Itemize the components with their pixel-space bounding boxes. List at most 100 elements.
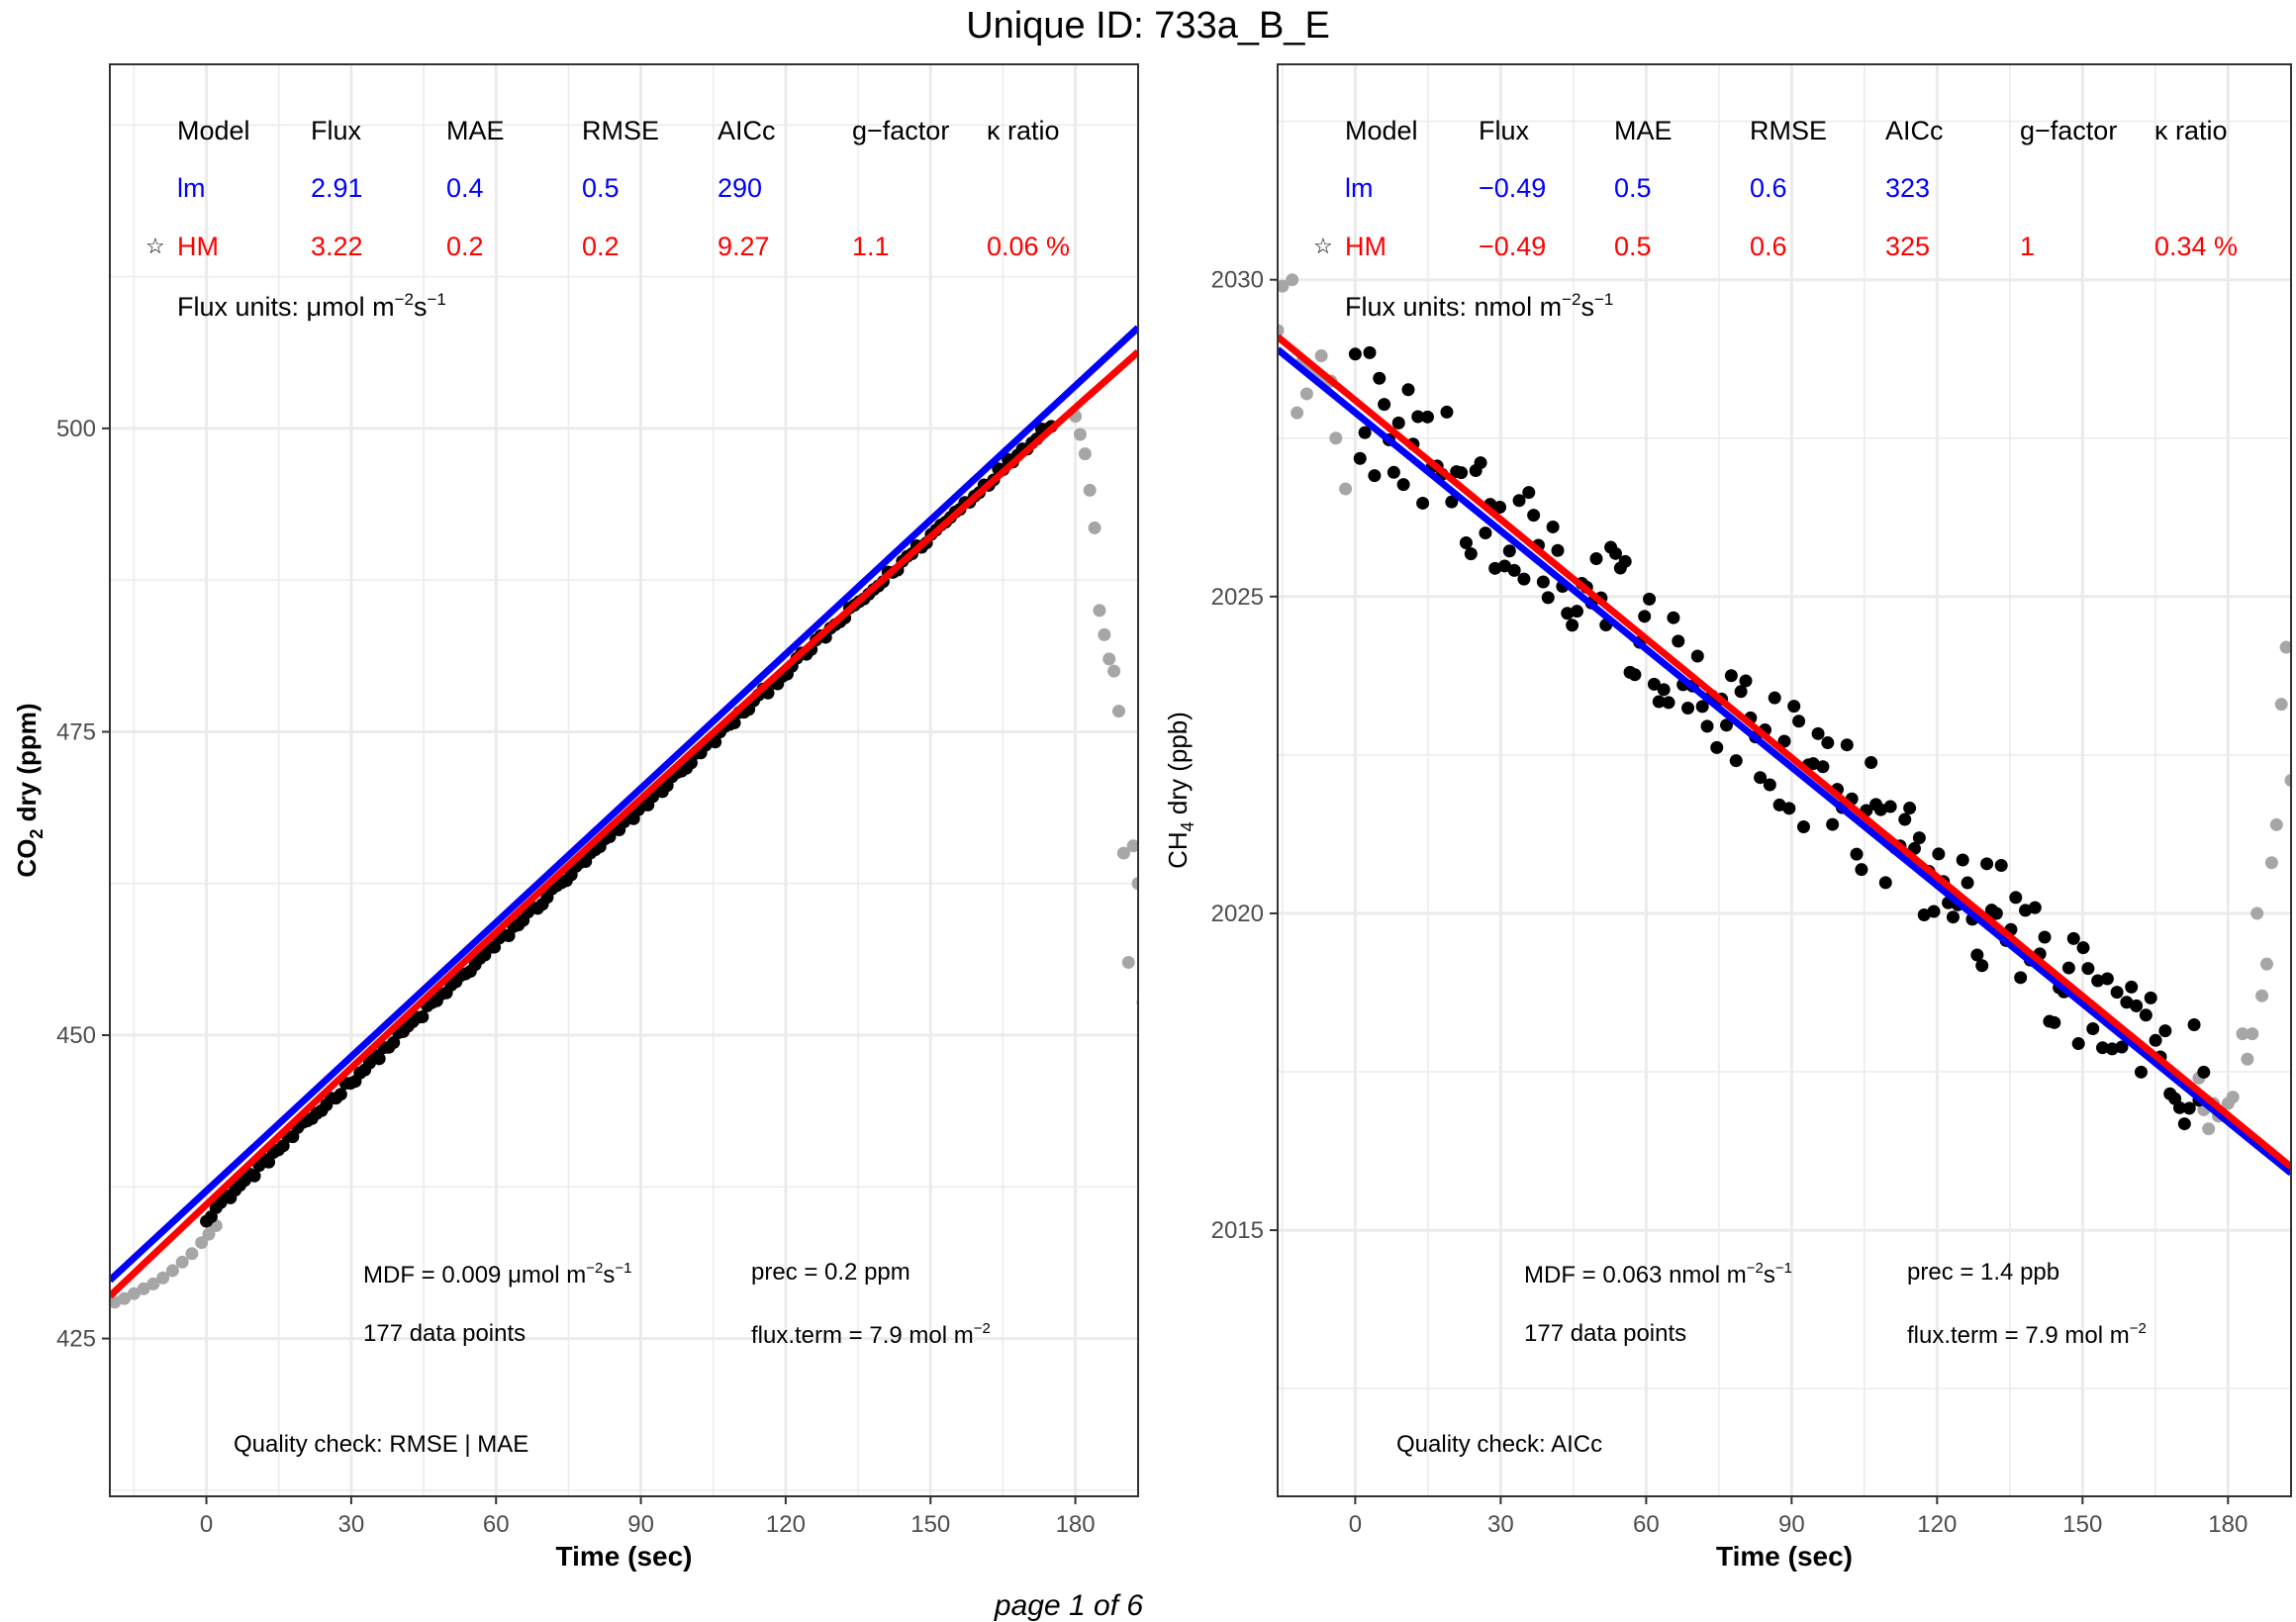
best-model-star-icon: ☆ xyxy=(1313,234,1333,258)
data-point xyxy=(1657,683,1671,697)
y-tick-label: 450 xyxy=(56,1022,96,1049)
data-point xyxy=(1387,465,1400,479)
grid xyxy=(1278,64,2291,1496)
data-point xyxy=(1850,847,1864,861)
data-point xyxy=(1792,715,1806,728)
data-point xyxy=(1956,853,1969,867)
data-point xyxy=(1643,592,1657,606)
data-point xyxy=(1700,719,1714,733)
data-point xyxy=(1647,677,1661,691)
mdf-main: s xyxy=(603,1262,615,1288)
table-cell-flux: 3.22 xyxy=(311,232,363,261)
table-cell-model: lm xyxy=(1345,173,1374,203)
grey-point xyxy=(1291,406,1304,420)
grey-point xyxy=(1126,839,1138,853)
table-cell-rmse: 0.6 xyxy=(1750,173,1787,203)
data-point xyxy=(1777,734,1791,748)
data-point xyxy=(1878,876,1892,890)
data-point xyxy=(1507,563,1521,577)
data-point xyxy=(2061,961,2075,975)
data-point xyxy=(1989,906,2003,920)
table-cell-mae: 0.5 xyxy=(1614,173,1652,203)
grey-point xyxy=(146,1277,160,1290)
data-point xyxy=(1672,634,1685,648)
data-point xyxy=(2187,1017,2201,1031)
grey-point xyxy=(2279,640,2291,654)
x-axis-label: Time (sec) xyxy=(1716,1541,1853,1572)
table-cell-flux: −0.49 xyxy=(1479,173,1546,203)
flux-term-text: flux.term = 7.9 mol m−2 xyxy=(751,1320,991,1349)
grey-point xyxy=(156,1271,170,1285)
grey-point xyxy=(1278,279,1290,293)
data-point xyxy=(1391,416,1405,429)
table-cell-aicc: 325 xyxy=(1885,232,1930,261)
hm-fit-curve xyxy=(110,348,1138,1299)
panel-left: 0 30 60 90 120 150 180 425 450 475 500 Time (sec) CO… xyxy=(12,63,1139,1572)
table-header: g−factor xyxy=(2020,116,2117,145)
flux-units-exp: −1 xyxy=(1594,290,1613,309)
table-header: RMSE xyxy=(1750,116,1827,145)
data-point xyxy=(1570,605,1583,619)
mdf-exp: −1 xyxy=(1775,1260,1792,1277)
data-point xyxy=(1816,760,1830,774)
x-tick-label: 180 xyxy=(2208,1511,2248,1538)
grey-point xyxy=(195,1236,209,1250)
table-header: MAE xyxy=(1614,116,1673,145)
data-point xyxy=(2028,901,2042,914)
table-cell-rmse: 0.2 xyxy=(582,232,620,261)
data-point xyxy=(1628,668,1642,682)
grey-point xyxy=(2284,774,2291,787)
grey-point xyxy=(2255,989,2269,1002)
data-point xyxy=(1739,674,1753,688)
data-point xyxy=(2048,1015,2061,1029)
grey-point xyxy=(185,1247,199,1261)
panel-right: 0 30 60 90 120 150 180 2015 2020 2025 2030 Time (se… xyxy=(1163,63,2292,1572)
flux-term-text: flux.term = 7.9 mol m−2 xyxy=(1907,1320,2147,1349)
grey-point xyxy=(1107,664,1121,678)
data-point xyxy=(1536,575,1550,589)
data-point xyxy=(1782,802,1796,815)
data-point xyxy=(2120,996,2134,1009)
table-cell-aicc: 9.27 xyxy=(718,232,770,261)
data-point xyxy=(1826,817,1840,831)
data-point xyxy=(2197,1065,2211,1079)
grey-point xyxy=(2226,1091,2240,1104)
mdf-main: MDF = 0.063 nmol m xyxy=(1524,1262,1747,1288)
data-point xyxy=(1932,847,1946,861)
data-point xyxy=(1720,718,1734,732)
data-point xyxy=(1445,495,1459,509)
x-tick-label: 0 xyxy=(1349,1511,1362,1538)
data-point xyxy=(1502,544,1516,558)
flux-units-text: s xyxy=(1580,292,1594,322)
mdf-exp: −2 xyxy=(1747,1260,1764,1277)
data-point xyxy=(2014,971,2028,985)
grey-point xyxy=(1088,521,1101,534)
y-label-rest: dry (ppm) xyxy=(12,703,42,828)
data-point xyxy=(1488,561,1502,575)
x-tick-label: 90 xyxy=(627,1511,654,1538)
table-cell-mae: 0.4 xyxy=(446,173,484,203)
data-point xyxy=(1353,451,1367,465)
mdf-exp: −1 xyxy=(615,1260,631,1277)
data-point xyxy=(1589,552,1603,566)
data-point xyxy=(1551,543,1565,557)
quality-check: Quality check: AICc xyxy=(1396,1431,1602,1458)
flux-term-main: flux.term = 7.9 mol m xyxy=(751,1322,974,1349)
data-point xyxy=(1396,478,1410,492)
data-point xyxy=(2100,972,2114,986)
data-point xyxy=(1961,876,1974,890)
grey-point xyxy=(2260,957,2274,971)
data-point xyxy=(1561,607,1575,620)
table-cell-model: HM xyxy=(177,232,219,261)
grey-point xyxy=(1111,705,1125,718)
grey-point xyxy=(1116,846,1130,860)
flux-units: Flux units: nmol m−2s−1 xyxy=(1345,290,1613,322)
data-point xyxy=(2172,1100,2186,1114)
page-title: Unique ID: 733a_B_E xyxy=(966,5,1330,47)
plot-area xyxy=(110,325,1138,1309)
table-header: Model xyxy=(177,116,250,145)
data-point xyxy=(2134,1065,2148,1079)
table-cell-g-factor: 1 xyxy=(2020,232,2035,261)
data-point xyxy=(1690,649,1704,663)
table-cell-model: HM xyxy=(1345,232,1387,261)
